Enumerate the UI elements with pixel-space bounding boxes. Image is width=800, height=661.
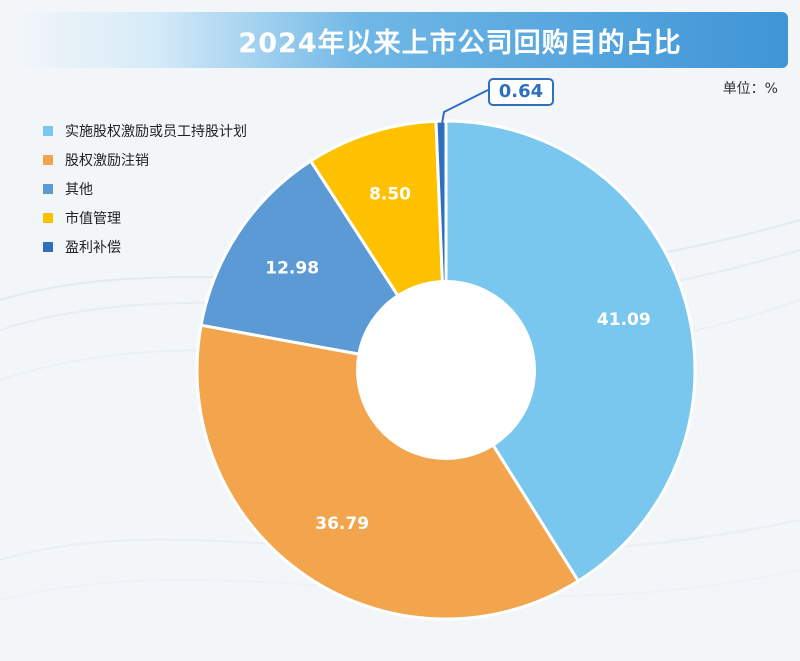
donut-hole xyxy=(356,280,536,460)
legend-swatch xyxy=(43,125,53,136)
legend-label: 股权激励注销 xyxy=(65,152,149,169)
legend: 实施股权激励或员工持股计划 股权激励注销 其他 市值管理 盈利补偿 xyxy=(43,116,247,261)
legend-label: 盈利补偿 xyxy=(65,239,121,256)
callout-label-small-slice: 0.64 xyxy=(488,78,554,106)
slice-value-label: 41.09 xyxy=(597,310,651,330)
pie-slice xyxy=(195,323,581,621)
title-banner xyxy=(14,12,788,68)
legend-item: 盈利补偿 xyxy=(43,232,247,261)
chart-title: 2024年以来上市公司回购目的占比 xyxy=(238,28,682,59)
legend-swatch xyxy=(43,212,53,223)
slice-value-label: 12.98 xyxy=(265,258,319,278)
legend-item: 实施股权激励或员工持股计划 xyxy=(43,116,247,145)
slice-value-label: 8.50 xyxy=(369,185,411,205)
legend-item: 其他 xyxy=(43,174,247,203)
legend-label: 市值管理 xyxy=(65,210,121,227)
legend-swatch xyxy=(43,154,53,165)
pie-slice xyxy=(444,119,697,584)
legend-item: 市值管理 xyxy=(43,203,247,232)
legend-swatch xyxy=(43,183,53,194)
legend-label: 实施股权激励或员工持股计划 xyxy=(65,123,247,140)
slice-value-label: 36.79 xyxy=(315,514,369,534)
legend-label: 其他 xyxy=(65,181,93,198)
legend-swatch xyxy=(43,241,53,252)
legend-item: 股权激励注销 xyxy=(43,145,247,174)
callout-leader-line xyxy=(440,89,489,130)
unit-label: 单位：% xyxy=(722,81,778,97)
